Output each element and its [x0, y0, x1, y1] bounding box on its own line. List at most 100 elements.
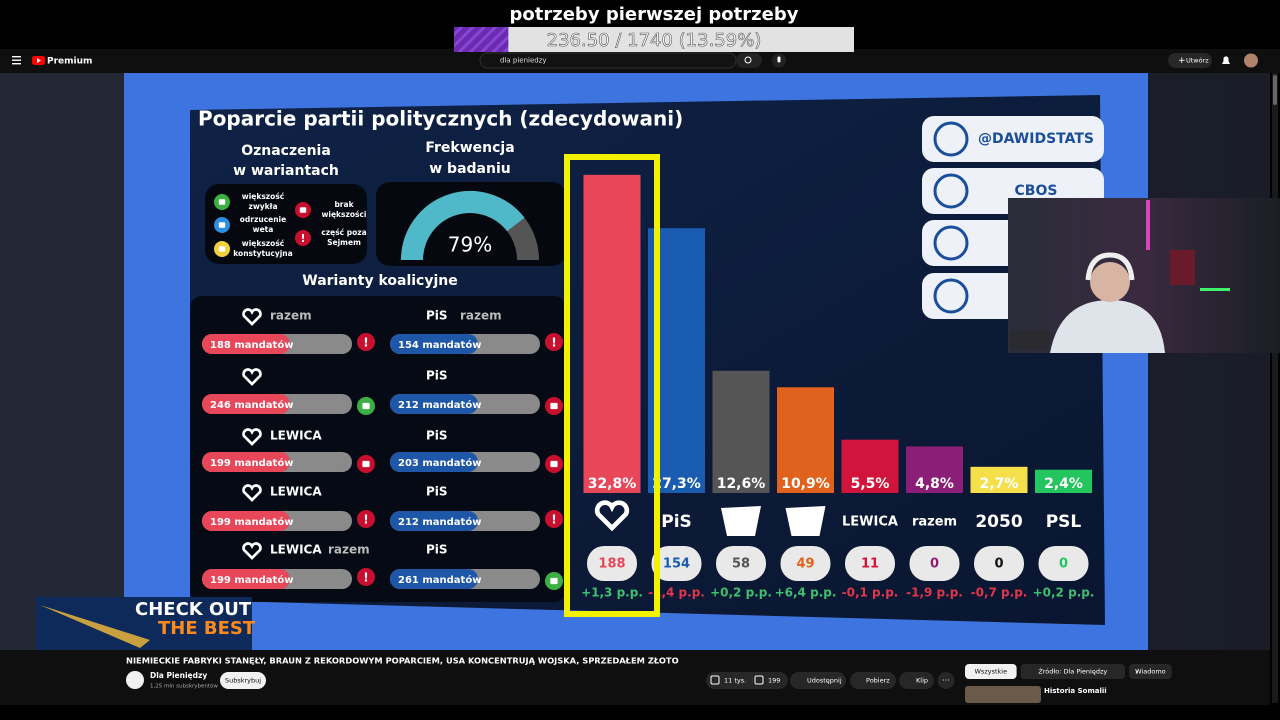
legend-panel — [205, 184, 367, 264]
chip[interactable] — [1020, 664, 1125, 679]
coalition-logo: PiS — [426, 369, 448, 383]
card-text: @DAWIDSTATS — [978, 131, 1094, 147]
thumb-shape — [299, 207, 307, 213]
thumb-shape — [362, 402, 370, 410]
bar — [712, 370, 770, 493]
seat-change: -1,9 p.p. — [906, 586, 963, 600]
heart-logo — [242, 542, 262, 560]
coalition-mark-text: ! — [363, 571, 368, 585]
legend-text: odrzucenie — [240, 215, 286, 224]
search-text: dla pieniedzy — [500, 57, 547, 65]
chip[interactable] — [965, 664, 1017, 679]
bar — [906, 446, 963, 493]
like-group[interactable] — [706, 672, 788, 689]
party-logo: LEWICA — [842, 515, 898, 530]
scrollbar[interactable] — [1272, 73, 1278, 703]
seat-value: 188 — [598, 557, 625, 572]
coalition-logo: PiS — [426, 485, 448, 499]
next-title[interactable]: Historia Somalii — [1044, 687, 1107, 695]
seat-pill — [1038, 546, 1089, 581]
heart-logo — [242, 484, 262, 502]
clip-button[interactable] — [899, 672, 934, 689]
seat-pill — [974, 546, 1024, 581]
seat-value: 58 — [732, 557, 750, 572]
subscriber-count: 1,25 mln subskrybentów — [150, 683, 218, 690]
coalition-logo: LEWICA — [270, 543, 322, 557]
bar — [583, 174, 641, 493]
legend-text: konstytucyjna — [233, 249, 292, 258]
share-text: Udostępnij — [807, 677, 842, 685]
bar-value-label: 32,8% — [588, 476, 637, 492]
search-button[interactable] — [736, 53, 762, 68]
legend-heading: Oznaczenia — [241, 143, 331, 159]
ad-line: THE BEST — [158, 618, 256, 639]
coalition-mark — [357, 333, 375, 351]
keyboard — [1010, 330, 1050, 350]
create-text: Utwórz — [1186, 57, 1209, 65]
channel-avatar[interactable] — [126, 671, 144, 689]
legend-text: weta — [253, 225, 274, 234]
card-icon — [933, 121, 969, 157]
mandate-label: 199 mandatów — [210, 574, 293, 586]
progress-track — [454, 27, 854, 52]
bar-value-label: 12,6% — [717, 476, 766, 492]
seat-change: -0,1 p.p. — [842, 586, 899, 600]
logo-text: Premium — [47, 57, 92, 67]
channel-name[interactable]: Dla Pieniędzy — [150, 671, 207, 680]
seat-pill — [651, 546, 702, 581]
subscribe-button[interactable] — [220, 672, 266, 689]
mandate-label: 154 mandatów — [398, 339, 481, 351]
next-thumbnail[interactable] — [965, 686, 1041, 703]
card-icon — [933, 278, 969, 314]
bell-icon[interactable] — [1222, 56, 1230, 64]
ad-banner[interactable] — [36, 597, 252, 657]
coalition-mark — [545, 510, 563, 528]
yt-logo-play — [37, 58, 41, 63]
seat-value: 0 — [1059, 557, 1068, 572]
party-logo-icon — [785, 506, 826, 536]
chips: Wszystkie Źródło: Dla Pieniędzy Wiadomo› — [965, 664, 1172, 679]
menu-icon[interactable] — [12, 56, 21, 65]
dislike-count[interactable]: 199 — [768, 677, 780, 685]
dislike-icon — [754, 675, 764, 685]
mandate-fill — [202, 452, 290, 472]
legend-text: większość — [242, 192, 285, 201]
coalition-logo: PiS — [426, 309, 448, 323]
more-button[interactable] — [937, 672, 955, 689]
headphones — [1085, 252, 1135, 281]
create-button[interactable] — [1168, 53, 1212, 68]
coalition-mark — [357, 568, 375, 586]
seat-value: 0 — [930, 557, 939, 572]
scrollbar-thumb[interactable] — [1273, 75, 1277, 105]
share-button[interactable] — [790, 672, 846, 689]
bar-value-label: 5,5% — [851, 476, 890, 492]
subscribe-text: Subskrybuj — [225, 677, 261, 685]
bar — [841, 439, 899, 493]
video-title: NIEMIECKIE FABRYKI STANĘŁY, BRAUN Z REKO… — [126, 656, 679, 666]
chip[interactable] — [1129, 664, 1172, 679]
turnout-heading: w badaniu — [429, 161, 510, 177]
mandate-label: 246 mandatów — [210, 399, 293, 411]
seat-pill — [909, 546, 960, 581]
coalition-logo: razem — [270, 309, 312, 323]
ad-knife — [40, 605, 150, 648]
mandate-label: 199 mandatów — [210, 516, 293, 528]
avatar[interactable] — [1244, 53, 1258, 68]
card-text: CBOS — [1015, 183, 1058, 199]
seat-change: -1,4 p.p. — [648, 586, 705, 600]
mandate-label: 188 mandatów — [210, 339, 293, 351]
chip-next[interactable]: › — [1135, 668, 1139, 678]
seat-pill — [587, 546, 637, 581]
coalition-logo: PiS — [426, 543, 448, 557]
heart-logo — [242, 428, 262, 446]
info-card — [922, 116, 1104, 162]
heart-logo — [594, 500, 630, 532]
like-count[interactable]: 11 tys. — [724, 677, 746, 685]
like-icon — [710, 675, 720, 685]
coalition-mark-text: ! — [363, 336, 368, 350]
bar-value-label: 10,9% — [781, 476, 830, 492]
download-button[interactable] — [850, 672, 896, 689]
turnout-heading: Frekwencja — [425, 140, 514, 156]
coalition-mark-text: ! — [363, 513, 368, 527]
seat-pill — [845, 546, 895, 581]
